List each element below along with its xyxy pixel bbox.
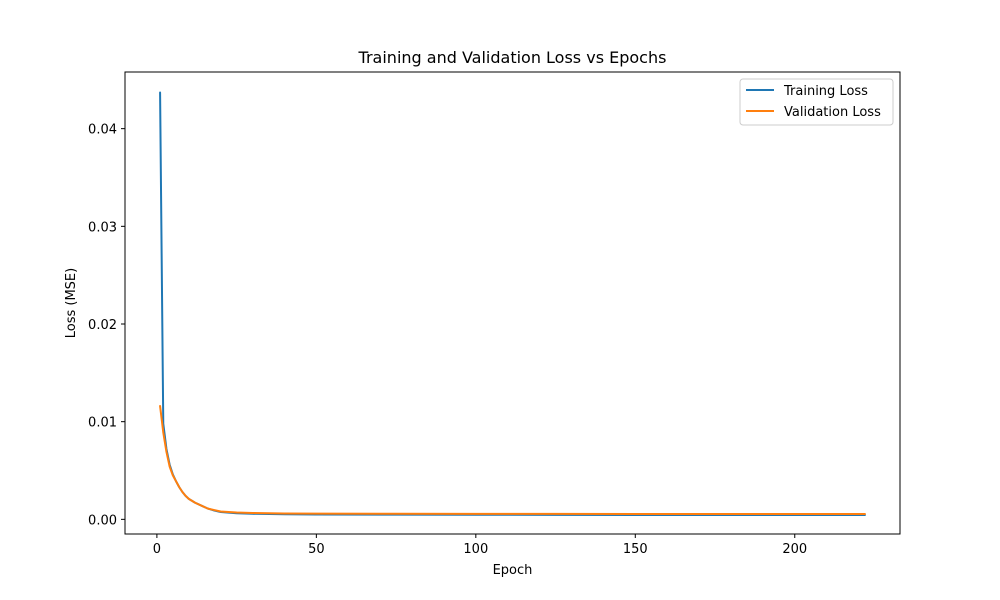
x-tick-label: 150 (623, 542, 648, 557)
y-tick-label: 0.04 (88, 123, 117, 138)
x-axis-ticks: 0 50 100 150 200 (153, 534, 807, 557)
plot-lines (159, 91, 866, 517)
chart-title: Training and Validation Loss vs Epochs (358, 48, 667, 67)
x-tick-label: 0 (153, 542, 161, 557)
series-line-validation-loss (159, 405, 866, 515)
y-tick-label: 0.00 (88, 513, 117, 528)
legend-box (739, 78, 894, 126)
legend-label-validation-loss: Validation Loss (784, 105, 881, 120)
x-tick-label: 50 (308, 542, 325, 557)
y-tick-label: 0.01 (88, 416, 117, 431)
y-tick-label: 0.03 (88, 220, 117, 235)
x-axis-label: Epoch (493, 563, 533, 578)
y-axis-ticks: 0.00 0.01 0.02 0.03 0.04 (88, 123, 125, 528)
y-tick-label: 0.02 (88, 318, 117, 333)
x-tick-label: 100 (463, 542, 488, 557)
x-tick-label: 200 (782, 542, 807, 557)
legend: Training Loss Validation Loss (739, 78, 894, 126)
plot-area-frame (124, 71, 901, 535)
legend-label-training-loss: Training Loss (783, 84, 868, 99)
y-axis-label: Loss (MSE) (64, 268, 79, 338)
